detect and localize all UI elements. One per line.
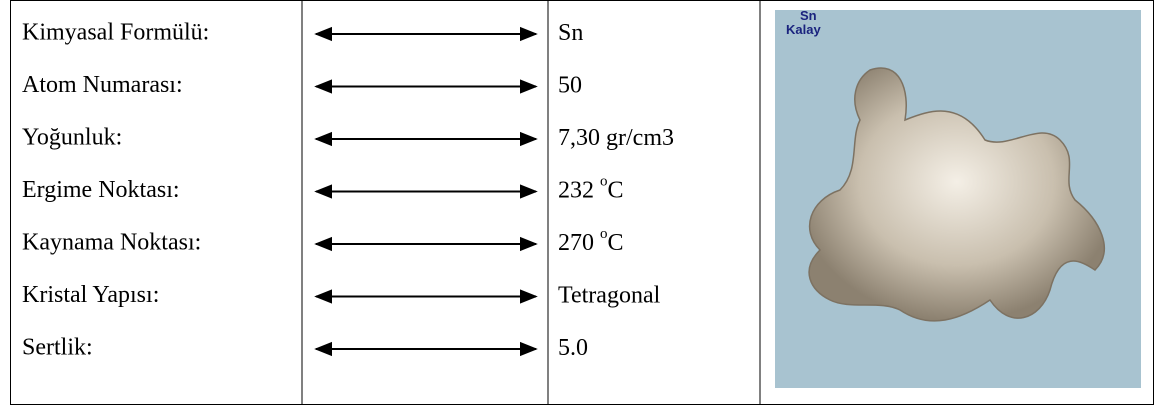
property-value: 270 oC: [558, 226, 624, 255]
value-text: Sn: [558, 20, 583, 46]
property-value: 232 oC: [558, 174, 624, 203]
value-unit: C: [608, 230, 624, 256]
value-text: 5.0: [558, 335, 588, 361]
value-text: 7,30 gr/cm3: [558, 125, 674, 151]
property-label: Atom Numarası:: [22, 72, 183, 98]
property-label: Kimyasal Formülü:: [22, 20, 209, 46]
property-label: Ergime Noktası:: [22, 177, 180, 203]
property-label: Yoğunluk:: [22, 125, 122, 151]
property-value: 5.0: [558, 335, 588, 361]
image-name: Kalay: [786, 22, 821, 37]
value-text: 50: [558, 72, 582, 98]
property-value: 50: [558, 72, 582, 98]
rows: Kimyasal Formülü: Sn Atom Numarası: 50 Yoğun…: [22, 20, 674, 361]
property-value: Sn: [558, 20, 583, 46]
page: Sn Kalay Kimyasal Formülü: Sn Atom Numaras…: [0, 0, 1164, 408]
property-label: Sertlik:: [22, 335, 93, 361]
value-text: 232: [558, 177, 594, 203]
image-symbol: Sn: [800, 8, 817, 23]
property-label: Kristal Yapısı:: [22, 282, 159, 308]
value-text: 270: [558, 230, 594, 256]
mineral-image: Sn Kalay: [775, 8, 1141, 388]
property-value: Tetragonal: [558, 282, 661, 308]
value-superscript: o: [600, 174, 608, 190]
property-value: 7,30 gr/cm3: [558, 125, 674, 151]
value-superscript: o: [600, 226, 608, 242]
property-label: Kaynama Noktası:: [22, 230, 201, 256]
value-unit: C: [608, 177, 624, 203]
value-text: Tetragonal: [558, 282, 661, 308]
